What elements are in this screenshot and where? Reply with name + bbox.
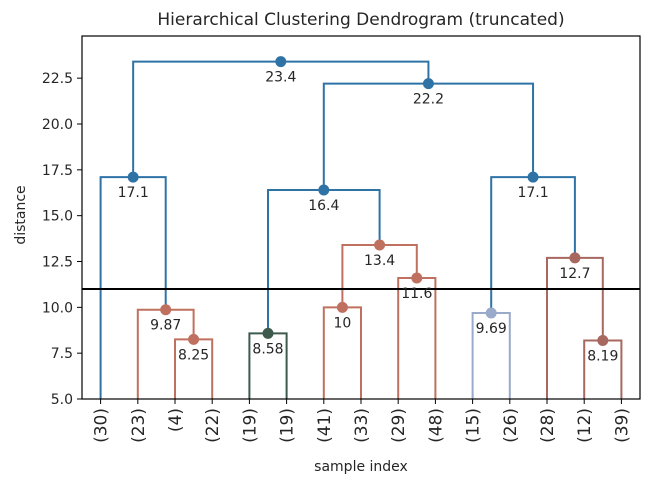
leaf-label: (15) <box>464 408 484 443</box>
merge-distance-label: 10 <box>333 315 351 331</box>
leaf-label: (39) <box>612 408 632 443</box>
leaf-label: (33) <box>352 408 372 443</box>
merge-distance-label: 12.7 <box>559 266 590 282</box>
merge-node <box>160 304 172 316</box>
leaf-label: (12) <box>575 408 595 443</box>
leaf-label: (30) <box>92 408 112 443</box>
y-tick-label: 12.5 <box>42 255 73 271</box>
merge-distance-label: 9.87 <box>150 318 181 334</box>
y-axis-label: distance <box>13 185 29 244</box>
x-axis-label: sample index <box>314 459 408 475</box>
y-tick-label: 22.5 <box>42 71 73 87</box>
merge-node <box>318 184 330 196</box>
x-axis-ticks: (30) (23) (4) (22) (19) (19) (41) (33) (29) (48) (… <box>92 399 632 443</box>
merge-node <box>275 56 287 68</box>
merge-distance-label: 13.4 <box>364 253 395 269</box>
merge-node <box>527 171 539 183</box>
leaf-label: (26) <box>501 408 521 443</box>
merge-node <box>188 333 200 345</box>
leaf-label: (29) <box>389 408 409 443</box>
merge-distance-label: 16.4 <box>308 198 339 214</box>
merge-distance-label: 17.1 <box>118 185 149 201</box>
leaf-label: (48) <box>426 408 446 443</box>
y-axis-ticks: 5.0 7.5 10.0 12.5 15.0 17.5 20.0 22.5 <box>42 71 82 408</box>
merge-distance-label: 8.19 <box>587 349 618 365</box>
merge-node <box>374 239 386 251</box>
merge-node <box>127 171 139 183</box>
leaf-label: (41) <box>315 408 335 443</box>
plot-frame <box>81 35 641 400</box>
y-tick-label: 17.5 <box>42 163 73 179</box>
merge-node <box>422 78 434 90</box>
merge-distance-label: 11.6 <box>401 286 432 302</box>
leaf-label: (4) <box>166 408 186 432</box>
leaf-label: (19) <box>278 408 298 443</box>
merge-node <box>569 252 581 264</box>
merge-distance-label: 8.58 <box>252 341 283 357</box>
merge-node <box>262 327 274 339</box>
chart-title: Hierarchical Clustering Dendrogram (trun… <box>157 10 564 30</box>
merge-node <box>336 301 348 313</box>
merge-distance-label: 22.2 <box>413 92 444 108</box>
merge-distance-label: 9.69 <box>476 321 507 337</box>
merge-node <box>597 335 609 347</box>
merge-distance-label: 8.25 <box>178 347 209 363</box>
y-tick-label: 15.0 <box>42 209 73 225</box>
y-tick-label: 10.0 <box>42 300 73 316</box>
merge-distance-label: 17.1 <box>517 185 548 201</box>
leaf-label: (23) <box>129 408 149 443</box>
leaf-label: (19) <box>240 408 260 443</box>
y-tick-label: 7.5 <box>51 346 73 362</box>
y-tick-label: 20.0 <box>42 117 73 133</box>
leaf-label: (28) <box>538 408 558 443</box>
y-tick-label: 5.0 <box>51 392 73 408</box>
merge-nodes: 8.25 9.87 17.1 8.58 10 11.6 13.4 16.4 9.69 8.19 12… <box>118 56 618 365</box>
merge-node <box>411 272 423 284</box>
merge-node <box>485 307 497 319</box>
merge-distance-label: 23.4 <box>265 70 296 86</box>
leaf-label: (22) <box>203 408 223 443</box>
